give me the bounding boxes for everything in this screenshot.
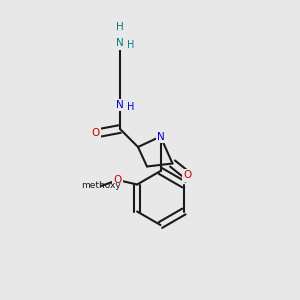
Text: H: H xyxy=(116,22,124,32)
Text: N: N xyxy=(157,131,164,142)
Text: methoxy: methoxy xyxy=(81,182,121,190)
Text: H: H xyxy=(127,40,134,50)
Text: H: H xyxy=(127,101,134,112)
Text: O: O xyxy=(113,175,122,185)
Text: O: O xyxy=(183,170,192,181)
Text: O: O xyxy=(92,128,100,139)
Text: N: N xyxy=(116,38,124,49)
Text: N: N xyxy=(116,100,124,110)
